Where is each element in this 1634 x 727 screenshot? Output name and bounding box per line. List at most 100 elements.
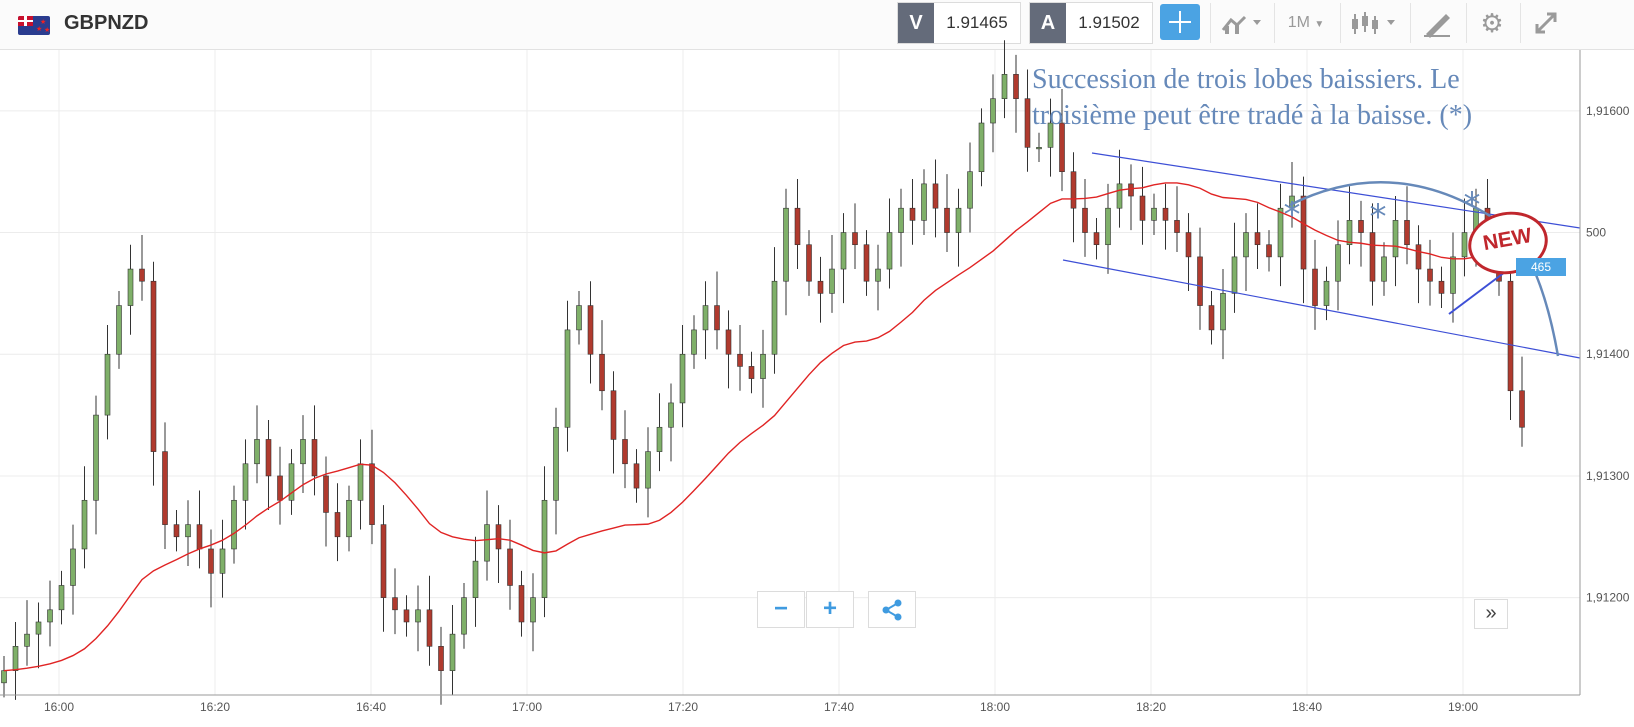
candle (449, 633, 456, 671)
fullscreen-button[interactable] (1520, 3, 1571, 43)
candle (886, 232, 893, 270)
current-price-tag: 465 (1516, 258, 1566, 276)
candle (346, 499, 352, 538)
candle (277, 475, 283, 501)
candle (691, 329, 697, 355)
candle (656, 426, 663, 452)
candle (564, 329, 571, 428)
candle (1254, 232, 1261, 246)
y-tick-label: 500 (1586, 226, 1606, 240)
candle (817, 280, 824, 294)
candle (1220, 293, 1226, 331)
chevron-down-icon: ▼ (1314, 19, 1325, 30)
candle (1323, 280, 1330, 306)
candle (622, 439, 628, 465)
candle (380, 524, 387, 598)
buy-price-box[interactable]: A 1.91502 (1029, 2, 1153, 44)
asterisk-mark: * (1370, 197, 1387, 237)
candle (254, 439, 260, 465)
candle (1162, 207, 1169, 221)
gear-icon: ⚙ (1480, 8, 1504, 38)
zoom-out-button[interactable]: − (757, 591, 805, 628)
candle (909, 207, 916, 221)
candle (507, 548, 513, 586)
share-button[interactable] (868, 591, 916, 628)
draw-icon (1424, 13, 1450, 38)
candle (1174, 220, 1180, 233)
candle (714, 305, 720, 331)
candle (1519, 390, 1525, 428)
candle (1369, 232, 1376, 282)
chart-type-icon (1221, 15, 1261, 34)
sell-price-box[interactable]: V 1.91465 (897, 2, 1021, 44)
settings-button[interactable]: ⚙ (1466, 3, 1517, 43)
candle (185, 524, 191, 538)
candle (265, 439, 272, 477)
sell-tag: V (898, 3, 934, 43)
timeframe-label: 1M (1287, 14, 1310, 31)
candle (610, 390, 617, 440)
candle (1266, 244, 1272, 258)
x-tick-label: 18:00 (980, 700, 1010, 714)
chart-annotation: Succession de trois lobes baissiers. Le … (1032, 64, 1473, 131)
asterisk-mark: * (1284, 195, 1301, 235)
candle (127, 268, 134, 306)
candle (173, 524, 180, 538)
candle (1415, 244, 1422, 270)
candle (403, 609, 410, 623)
draw-button[interactable] (1410, 3, 1463, 43)
candle (955, 207, 962, 233)
x-tick-label: 18:40 (1292, 700, 1322, 714)
symbol-title: GBPNZD (64, 12, 149, 34)
candle (81, 499, 88, 550)
flag-icon: ★ ★ ★ (18, 16, 50, 35)
candle (1346, 220, 1353, 246)
candle (921, 183, 927, 221)
candle (1438, 280, 1445, 294)
candle (587, 305, 594, 355)
timeframe-button[interactable]: 1M ▼ (1274, 3, 1337, 43)
candles-button[interactable] (1340, 3, 1407, 43)
candle (1358, 220, 1364, 233)
candle (139, 268, 145, 282)
candle (1128, 183, 1134, 197)
candle (1277, 207, 1284, 258)
candle (599, 353, 605, 392)
candle (852, 232, 858, 246)
x-tick-label: 17:20 (668, 700, 698, 714)
zoom-in-button[interactable]: + (806, 591, 854, 628)
buy-price: 1.91502 (1078, 13, 1140, 32)
candle (1013, 74, 1019, 99)
y-tick-label: 1,91200 (1586, 591, 1630, 605)
x-tick-label: 18:20 (1136, 700, 1166, 714)
crosshair-icon[interactable] (1160, 4, 1200, 40)
candle (645, 451, 651, 489)
candle (208, 548, 214, 574)
candle (104, 353, 111, 416)
candle (863, 244, 870, 282)
candle (725, 329, 732, 355)
candle (553, 426, 559, 501)
candle (1312, 268, 1318, 306)
toolbar: ★ ★ ★ GBPNZD V 1.91465 A 1.91502 1M ▼ (0, 0, 1634, 50)
candle (1392, 220, 1399, 258)
candle (1335, 244, 1341, 282)
candle (576, 305, 582, 331)
y-tick-label: 1,91400 (1586, 347, 1630, 361)
candle (702, 305, 709, 331)
candle (1185, 232, 1192, 258)
candle (1231, 256, 1238, 294)
candle (1047, 122, 1054, 148)
candle (748, 366, 755, 379)
scroll-to-end-button[interactable]: » (1474, 599, 1508, 629)
candle (219, 548, 226, 574)
candle (242, 463, 249, 501)
candle (70, 548, 76, 586)
x-tick-label: 16:40 (356, 700, 386, 714)
chart-type-button[interactable] (1210, 3, 1269, 43)
candle (1507, 280, 1514, 392)
sell-price: 1.91465 (946, 13, 1008, 32)
candle (1082, 207, 1088, 233)
candle (1093, 232, 1100, 246)
x-tick-label: 16:00 (44, 700, 74, 714)
